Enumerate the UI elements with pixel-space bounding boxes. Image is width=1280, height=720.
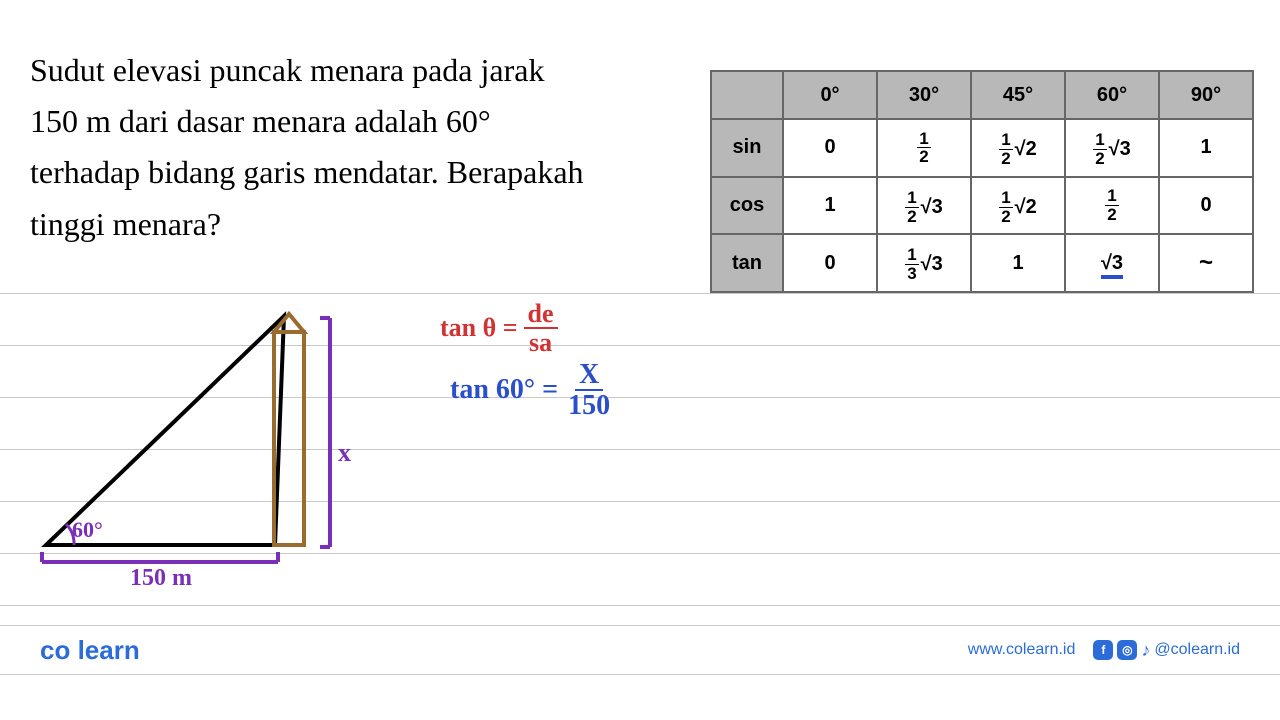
triangle-diagram: 60° 150 m x	[30, 310, 360, 590]
equation-tan-60: tan 60° = X 150	[450, 360, 614, 421]
row-sin: sin 0 12 12√2 12√3 1	[711, 119, 1253, 177]
social-icons: f ◎ ♪ @colearn.id	[1093, 640, 1240, 661]
problem-statement: Sudut elevasi puncak menara pada jarak 1…	[30, 45, 590, 250]
table-corner	[711, 71, 783, 119]
brand-logo: co learn	[40, 635, 140, 666]
col-0: 0°	[783, 71, 877, 119]
height-label: x	[338, 438, 351, 468]
equation-tan-definition: tan θ = de sa	[440, 300, 558, 357]
col-90: 90°	[1159, 71, 1253, 119]
col-45: 45°	[971, 71, 1065, 119]
footer-url: www.colearn.id	[968, 641, 1076, 659]
facebook-icon: f	[1093, 640, 1113, 660]
footer: co learn www.colearn.id f ◎ ♪ @colearn.i…	[0, 625, 1280, 675]
row-tan: tan 0 13√3 1 √3 ~	[711, 234, 1253, 292]
instagram-icon: ◎	[1117, 640, 1137, 660]
row-cos: cos 1 12√3 12√2 12 0	[711, 177, 1253, 235]
social-handle: @colearn.id	[1154, 641, 1240, 659]
col-30: 30°	[877, 71, 971, 119]
trig-values-table: 0° 30° 45° 60° 90° sin 0 12 12√2 12√3 1 …	[710, 70, 1254, 293]
base-label: 150 m	[130, 565, 192, 592]
angle-label: 60°	[72, 517, 103, 543]
tiktok-icon: ♪	[1141, 640, 1150, 661]
col-60: 60°	[1065, 71, 1159, 119]
